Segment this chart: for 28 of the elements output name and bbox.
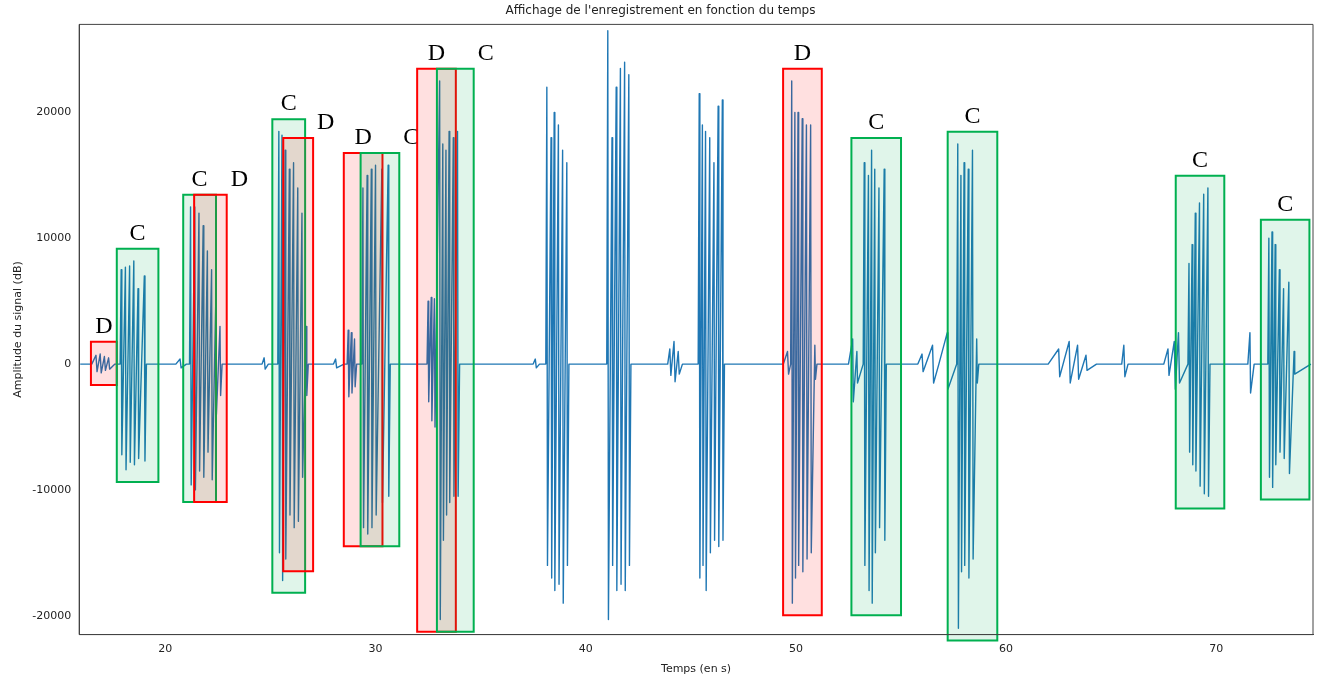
x-tick-label: 60 [999,642,1014,656]
band-label: D [317,108,335,135]
x-tick-label: 40 [578,642,593,656]
x-tick-label: 30 [368,642,383,656]
band-label: C [191,164,208,191]
y-tick-label: -20000 [32,608,72,622]
y-tick-label: 0 [64,356,72,370]
band-label: C [1192,146,1209,173]
x-tick-label: 20 [158,642,173,656]
x-tick-label: 50 [788,642,803,656]
y-tick-label: 20000 [36,105,72,119]
band-label: C [477,39,494,66]
band-label: D [427,39,446,66]
y-tick-label: -10000 [32,482,72,496]
band-label: C [868,108,885,135]
band-label: D [793,39,812,66]
band-label: C [1277,190,1294,217]
band-label: D [354,123,372,150]
y-tick-label: 10000 [36,231,72,245]
band-label: C [964,102,981,129]
chart-title: Affichage de l'enregistrement en fonction du temps [505,3,816,18]
band-label: D [95,312,113,339]
x-tick-label: 70 [1209,642,1224,656]
x-axis-title: Temps (en s) [660,662,732,676]
band-label: D [230,164,249,191]
y-axis-title: Amplitude du signal (dB) [11,261,25,398]
band-label: C [129,219,146,246]
band-label: C [280,89,297,116]
